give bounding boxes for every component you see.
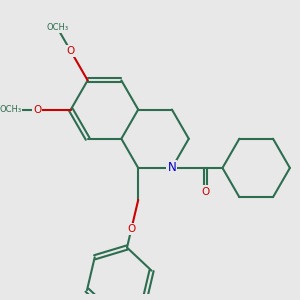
Text: OCH₃: OCH₃: [0, 105, 21, 114]
Text: O: O: [33, 105, 41, 115]
Text: O: O: [67, 46, 75, 56]
Text: N: N: [167, 161, 176, 174]
Text: OCH₃: OCH₃: [46, 23, 68, 32]
Text: O: O: [127, 224, 136, 234]
Text: O: O: [202, 187, 210, 196]
